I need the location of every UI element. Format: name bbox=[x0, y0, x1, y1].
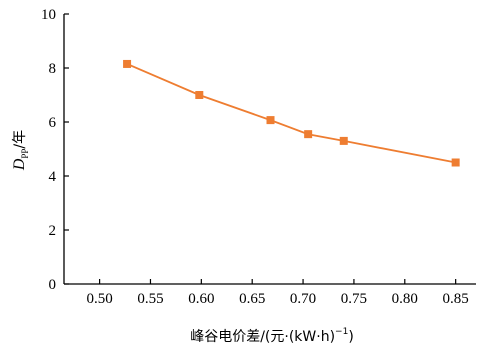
y-tick-label: 0 bbox=[49, 277, 57, 293]
data-point-marker bbox=[304, 130, 313, 139]
x-tick-label: 0.65 bbox=[239, 291, 265, 307]
y-tick-label: 4 bbox=[49, 169, 57, 185]
x-tick-label: 0.55 bbox=[137, 291, 163, 307]
y-axis-title-main: D bbox=[11, 158, 28, 171]
x-tick-label: 0.85 bbox=[443, 291, 469, 307]
y-axis-title: DPP/年 bbox=[11, 130, 30, 171]
x-tick-label: 0.75 bbox=[341, 291, 367, 307]
x-axis-title-sup: −1 bbox=[335, 327, 348, 337]
y-tick-label: 6 bbox=[49, 115, 57, 131]
x-tick-label: 0.80 bbox=[392, 291, 418, 307]
y-axis-title-unit: /年 bbox=[12, 130, 28, 149]
y-ticks: 0 2 4 6 8 10 bbox=[41, 7, 69, 293]
data-point-marker bbox=[451, 158, 460, 167]
x-tick-label: 0.50 bbox=[86, 291, 112, 307]
x-tick-label: 0.70 bbox=[290, 291, 316, 307]
series bbox=[123, 59, 460, 167]
data-point-marker bbox=[339, 136, 348, 145]
y-tick-label: 10 bbox=[41, 7, 56, 23]
x-axis-title-close: ) bbox=[348, 329, 353, 345]
data-point-marker bbox=[266, 116, 275, 125]
data-point-marker bbox=[195, 91, 204, 99]
x-axis-title: 峰谷电价差/(元·(kW·h)−1) bbox=[190, 327, 354, 345]
y-tick-label: 2 bbox=[49, 223, 57, 239]
axes bbox=[63, 14, 476, 285]
x-axis-title-text: 峰谷电价差/(元·(kW·h) bbox=[190, 329, 335, 345]
y-axis-title-sub: PP bbox=[20, 149, 30, 159]
data-point-marker bbox=[123, 59, 132, 68]
x-ticks: 0.50 0.55 0.60 0.65 0.70 0.75 0.80 0.85 bbox=[86, 279, 469, 307]
y-tick-label: 8 bbox=[49, 61, 57, 77]
x-tick-label: 0.60 bbox=[188, 291, 214, 307]
series-line bbox=[126, 63, 456, 164]
